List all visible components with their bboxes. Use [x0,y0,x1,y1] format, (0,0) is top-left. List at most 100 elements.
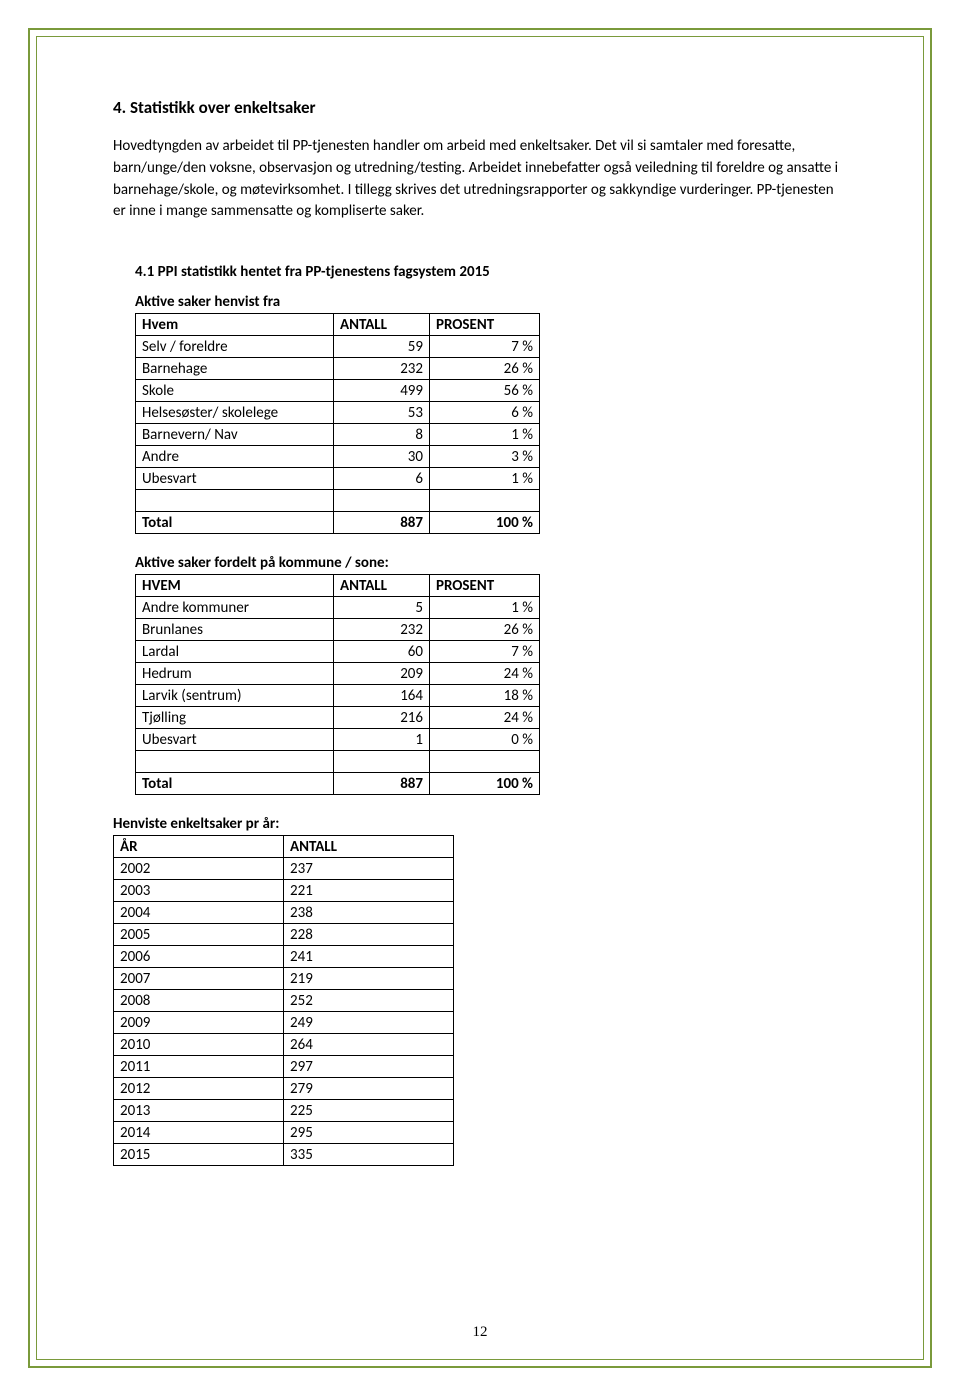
table2-title: Aktive saker fordelt på kommune / sone: [113,554,847,572]
cell-aar: 2006 [114,946,284,968]
cell-aar: 2014 [114,1122,284,1144]
cell-antall: 1 [334,729,430,751]
table-row: Ubesvart61 % [136,468,540,490]
cell-label: Skole [136,380,334,402]
page-number: 12 [37,1324,923,1341]
cell-antall: 164 [334,685,430,707]
cell-antall: 8 [334,424,430,446]
cell-label: Barnehage [136,358,334,380]
cell-antall: 237 [284,858,454,880]
cell-antall: 30 [334,446,430,468]
col-antall: ANTALL [334,314,430,336]
cell-antall: 297 [284,1056,454,1078]
cell-antall: 279 [284,1078,454,1100]
table-total-row: Total 887 100 % [136,773,540,795]
table-header-row: ÅR ANTALL [114,836,454,858]
cell-antall: 499 [334,380,430,402]
cell-antall: 335 [284,1144,454,1166]
cell-label: Ubesvart [136,729,334,751]
cell-prosent: 7 % [430,641,540,663]
cell-antall: 252 [284,990,454,1012]
cell-antall: 228 [284,924,454,946]
col-prosent: PROSENT [430,314,540,336]
cell-label: Andre kommuner [136,597,334,619]
cell-prosent: 7 % [430,336,540,358]
col-antall: ANTALL [334,575,430,597]
table-row: Skole49956 % [136,380,540,402]
cell-aar: 2007 [114,968,284,990]
cell-antall: 238 [284,902,454,924]
table-row: Selv / foreldre597 % [136,336,540,358]
cell-antall: 6 [334,468,430,490]
table1-title: Aktive saker henvist fra [113,293,847,311]
table-header-row: Hvem ANTALL PROSENT [136,314,540,336]
cell-prosent: 24 % [430,663,540,685]
cell-label: Andre [136,446,334,468]
table-row: 2014295 [114,1122,454,1144]
cell-prosent: 24 % [430,707,540,729]
table-aktive-saker-kommune: HVEM ANTALL PROSENT Andre kommuner51 %Br… [135,574,540,795]
col-prosent: PROSENT [430,575,540,597]
outer-border: 4. Statistikk over enkeltsaker Hovedtyng… [28,28,932,1368]
section-heading: 4. Statistikk over enkeltsaker [113,97,847,118]
cell-antall: 295 [284,1122,454,1144]
cell-prosent: 56 % [430,380,540,402]
table-aktive-saker-henvist: Hvem ANTALL PROSENT Selv / foreldre597 %… [135,313,540,534]
cell-aar: 2002 [114,858,284,880]
table-row: Hedrum20924 % [136,663,540,685]
cell-label: Selv / foreldre [136,336,334,358]
table-row: 2003221 [114,880,454,902]
cell-antall: 216 [334,707,430,729]
table-row: Larvik (sentrum)16418 % [136,685,540,707]
cell-label: Tjølling [136,707,334,729]
cell-aar: 2005 [114,924,284,946]
page: 4. Statistikk over enkeltsaker Hovedtyng… [0,0,960,1396]
table-row: Andre303 % [136,446,540,468]
cell-aar: 2009 [114,1012,284,1034]
table-row: 2015335 [114,1144,454,1166]
table-row: 2013225 [114,1100,454,1122]
cell-label: Brunlanes [136,619,334,641]
col-aar: ÅR [114,836,284,858]
cell-antall: 60 [334,641,430,663]
table-row: 2007219 [114,968,454,990]
cell-prosent: 18 % [430,685,540,707]
inner-border: 4. Statistikk over enkeltsaker Hovedtyng… [36,36,924,1360]
table-row: 2008252 [114,990,454,1012]
cell-label: Barnevern/ Nav [136,424,334,446]
cell-label: Hedrum [136,663,334,685]
cell-aar: 2015 [114,1144,284,1166]
col-antall: ANTALL [284,836,454,858]
table-header-row: HVEM ANTALL PROSENT [136,575,540,597]
cell-label: Larvik (sentrum) [136,685,334,707]
cell-antall: 225 [284,1100,454,1122]
cell-aar: 2011 [114,1056,284,1078]
table-row: 2006241 [114,946,454,968]
cell-aar: 2010 [114,1034,284,1056]
cell-aar: 2012 [114,1078,284,1100]
cell-antall: 219 [284,968,454,990]
table-empty-row [136,490,540,512]
cell-prosent: 26 % [430,619,540,641]
table-row: Brunlanes23226 % [136,619,540,641]
table-row: 2012279 [114,1078,454,1100]
cell-prosent: 0 % [430,729,540,751]
table-row: Andre kommuner51 % [136,597,540,619]
table-row: Barnehage23226 % [136,358,540,380]
cell-antall: 59 [334,336,430,358]
cell-prosent: 26 % [430,358,540,380]
cell-aar: 2003 [114,880,284,902]
table-row: 2002237 [114,858,454,880]
cell-prosent: 6 % [430,402,540,424]
cell-label: Lardal [136,641,334,663]
subsection-heading: 4.1 PPI statistikk hentet fra PP-tjenest… [113,263,847,281]
cell-prosent: 1 % [430,597,540,619]
cell-antall: 5 [334,597,430,619]
cell-antall: 249 [284,1012,454,1034]
table-row: 2009249 [114,1012,454,1034]
table3-title: Henviste enkeltsaker pr år: [113,815,847,833]
body-text: Hovedtyngden av arbeidet til PP-tjeneste… [113,136,847,223]
cell-prosent: 3 % [430,446,540,468]
table-row: Lardal607 % [136,641,540,663]
cell-label: Helsesøster/ skolelege [136,402,334,424]
